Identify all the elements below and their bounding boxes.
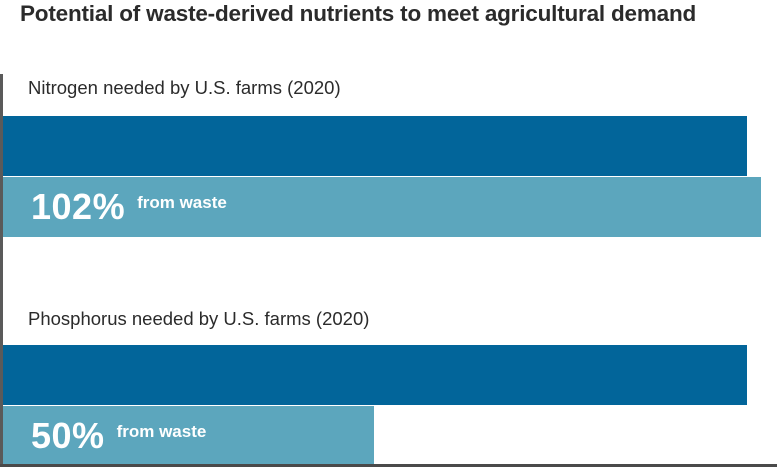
nitrogen-waste-bar: 102% from waste	[3, 177, 761, 237]
nitrogen-waste-suffix: from waste	[137, 193, 227, 212]
nitrogen-waste-percent: 102%	[31, 186, 126, 227]
nitrogen-label: Nitrogen needed by U.S. farms (2020)	[28, 77, 341, 98]
phosphorus-label: Phosphorus needed by U.S. farms (2020)	[28, 308, 370, 329]
phosphorus-waste-percent: 50%	[31, 415, 105, 456]
phosphorus-waste-suffix: from waste	[116, 422, 207, 441]
bottom-border	[0, 464, 777, 467]
vertical-axis-line	[0, 74, 3, 467]
phosphorus-needed-bar	[3, 345, 747, 405]
phosphorus-waste-bar: 50% from waste	[3, 406, 374, 466]
chart-title: Potential of waste-derived nutrients to …	[20, 1, 697, 26]
nitrogen-needed-bar	[3, 116, 747, 176]
